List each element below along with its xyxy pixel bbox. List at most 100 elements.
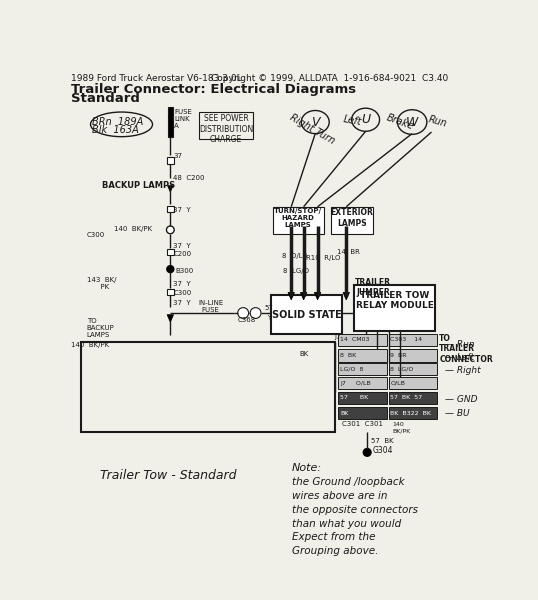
Text: Brake: Brake (385, 113, 415, 132)
Text: 37: 37 (173, 153, 182, 159)
Text: C368: C368 (238, 317, 256, 323)
Text: the Ground /loopback: the Ground /loopback (292, 477, 405, 487)
Polygon shape (167, 185, 173, 192)
Text: Y: Y (267, 314, 272, 320)
Bar (389, 407, 437, 419)
Text: TRAILER
JUMPER: TRAILER JUMPER (356, 278, 391, 297)
Text: 140  BK/PK: 140 BK/PK (114, 226, 152, 232)
Polygon shape (300, 292, 307, 300)
Text: wires above are in: wires above are in (292, 491, 387, 501)
Text: — Right: — Right (445, 366, 480, 375)
Text: TO
TRAILER
CONNECTOR: TO TRAILER CONNECTOR (439, 334, 493, 364)
Text: 143  BK/
      PK: 143 BK/ PK (87, 277, 116, 290)
Bar (338, 334, 386, 346)
Text: Run: Run (428, 115, 449, 130)
Text: V: V (311, 116, 320, 128)
Text: J7     O/LB: J7 O/LB (340, 380, 371, 386)
Text: EXTERIOR
LAMPS: EXTERIOR LAMPS (330, 208, 373, 227)
Text: Left: Left (342, 115, 363, 127)
Bar (389, 334, 437, 346)
Bar (389, 363, 437, 376)
Bar (338, 349, 386, 362)
Text: Standard: Standard (71, 92, 140, 105)
Polygon shape (288, 292, 294, 300)
Text: RELAY MODULE: RELAY MODULE (356, 301, 434, 310)
Bar (338, 392, 386, 404)
Text: C200: C200 (173, 251, 192, 257)
Text: Right Turn: Right Turn (288, 112, 337, 146)
Text: BRn  189A: BRn 189A (92, 116, 143, 127)
Text: — GND: — GND (445, 395, 477, 404)
Text: O/LB: O/LB (391, 380, 405, 386)
Text: SEE POWER
DISTRIBUTION
CHARGE: SEE POWER DISTRIBUTION CHARGE (199, 115, 253, 144)
Text: R10  R/LO: R10 R/LO (306, 255, 341, 261)
Circle shape (166, 226, 174, 234)
Text: 14  BR: 14 BR (337, 249, 360, 255)
Circle shape (238, 308, 249, 319)
Text: — BU: — BU (445, 409, 469, 418)
Text: BACKUP LAMPS: BACKUP LAMPS (102, 181, 175, 190)
Bar (168, 107, 173, 137)
Text: BK: BK (300, 351, 309, 357)
Bar (389, 392, 437, 404)
Bar (199, 112, 253, 139)
Bar (167, 206, 174, 212)
Circle shape (250, 308, 261, 319)
Bar (354, 285, 435, 331)
Text: C301  C301: C301 C301 (342, 421, 384, 427)
Text: 8  BK: 8 BK (340, 353, 356, 358)
Text: IN-LINE
FUSE: IN-LINE FUSE (198, 300, 223, 313)
Text: 14  CM03: 14 CM03 (340, 337, 370, 343)
Text: 37  Y: 37 Y (173, 207, 191, 213)
Text: G304: G304 (373, 446, 393, 455)
Text: 57      BK: 57 BK (340, 395, 369, 400)
Bar (338, 363, 386, 376)
Text: Expect from the: Expect from the (292, 532, 376, 542)
Text: 57  BK: 57 BK (371, 438, 394, 444)
Polygon shape (167, 315, 174, 322)
Text: 48  C200: 48 C200 (173, 175, 205, 181)
Text: the opposite connectors: the opposite connectors (292, 505, 418, 515)
Text: 8  LG/O: 8 LG/O (282, 268, 309, 274)
Bar (81, 341, 335, 433)
Bar (271, 295, 342, 334)
Text: — Run: — Run (445, 340, 475, 349)
Text: C300: C300 (87, 232, 105, 238)
Polygon shape (314, 292, 321, 300)
Text: 1989 Ford Truck Aerostar V6-183 3.0L: 1989 Ford Truck Aerostar V6-183 3.0L (71, 74, 242, 83)
Text: — Left: — Left (445, 353, 473, 362)
Bar (273, 207, 324, 233)
Bar (389, 377, 437, 389)
Text: Trailer Connector: Electrical Diagrams: Trailer Connector: Electrical Diagrams (71, 83, 356, 96)
Text: C303    14: C303 14 (391, 337, 422, 343)
Text: B300: B300 (175, 268, 193, 274)
Bar (331, 207, 373, 233)
Bar (338, 377, 386, 389)
Text: 37  Y: 37 Y (173, 281, 191, 287)
Bar (167, 249, 174, 255)
Text: 8  O/LB: 8 O/LB (282, 253, 307, 259)
Polygon shape (343, 292, 350, 300)
Text: LG/O  8: LG/O 8 (340, 367, 364, 372)
Text: W: W (406, 116, 419, 128)
Text: U: U (361, 113, 370, 126)
Text: 57: 57 (265, 305, 274, 311)
Text: 9  BR: 9 BR (391, 353, 407, 358)
Bar (389, 349, 437, 362)
Text: BK  B322  BK: BK B322 BK (391, 410, 431, 416)
Bar (167, 289, 174, 295)
Bar (167, 157, 174, 164)
Text: Blk  163A: Blk 163A (92, 125, 139, 135)
Bar (338, 407, 386, 419)
Text: 57  BK  57: 57 BK 57 (391, 395, 422, 400)
Text: Trailer Tow - Standard: Trailer Tow - Standard (100, 469, 236, 482)
Text: FUSE
LINK
A: FUSE LINK A (174, 109, 192, 129)
Text: J7: J7 (335, 334, 341, 340)
Text: than what you would: than what you would (292, 518, 401, 529)
Text: 37  Y: 37 Y (173, 243, 191, 249)
Text: BK: BK (340, 410, 349, 416)
Text: Note:: Note: (292, 463, 322, 473)
Text: TRAILER TOW: TRAILER TOW (360, 292, 429, 301)
Text: 140  BK/PK: 140 BK/PK (71, 341, 109, 347)
Circle shape (167, 266, 174, 272)
